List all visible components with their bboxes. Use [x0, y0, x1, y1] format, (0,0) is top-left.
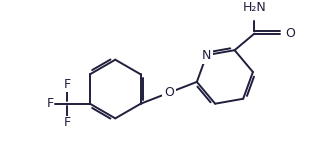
Text: O: O — [164, 86, 174, 99]
Text: O: O — [285, 27, 295, 40]
Text: F: F — [64, 116, 71, 129]
Text: N: N — [202, 49, 211, 62]
Text: F: F — [47, 97, 54, 110]
Text: H₂N: H₂N — [243, 1, 266, 14]
Text: F: F — [64, 78, 71, 91]
